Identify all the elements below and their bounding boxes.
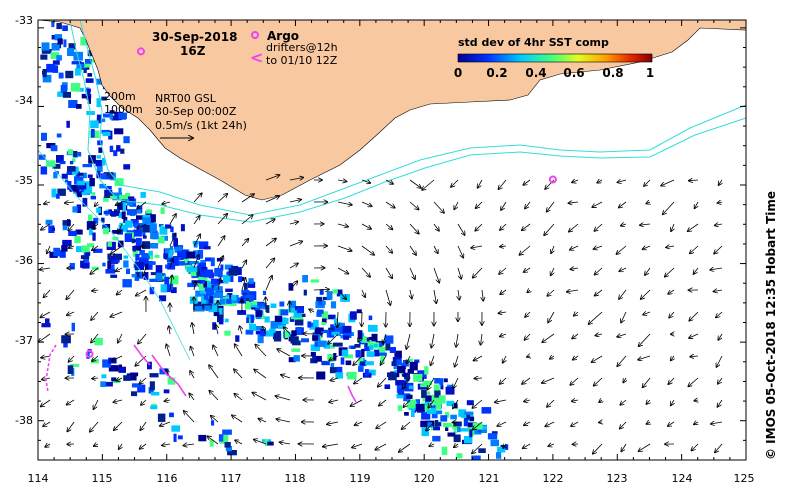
land-mass — [37, 19, 747, 201]
map-date: 30-Sep-2018 — [152, 30, 237, 44]
x-tick-label: 118 — [285, 472, 306, 485]
argo-float — [548, 175, 557, 184]
drifter-tracks — [45, 344, 357, 403]
drifter-legend-line2: to 01/10 12Z — [266, 54, 338, 67]
x-tick-label: 121 — [479, 472, 500, 485]
current-scale-label: 0.5m/s (1kt 24h) — [155, 119, 247, 132]
x-tick-label: 116 — [157, 472, 178, 485]
colorbar-title: std dev of 4hr SST comp — [458, 36, 609, 49]
colorbar-tick: 0.4 — [525, 66, 546, 80]
drifter-legend-icon: < — [250, 48, 263, 67]
argo-legend-icon — [251, 31, 259, 39]
y-tick-label: -35 — [15, 174, 33, 187]
argo-floats — [85, 47, 557, 358]
argo-legend-label: Argo — [267, 29, 299, 43]
isobath-1000m — [69, 19, 747, 223]
axis-ticks — [37, 20, 747, 461]
colorbar-tick: 0.6 — [563, 66, 584, 80]
current-time-label: 30-Sep 00:00Z — [155, 105, 237, 118]
colorbar-tick: 0.2 — [486, 66, 507, 80]
drifter-legend-line1: drifters@12h — [266, 41, 338, 54]
colorbar-tick: 0 — [454, 66, 462, 80]
x-tick-label: 114 — [28, 472, 49, 485]
current-vectors — [39, 175, 722, 454]
y-axis-labels: -33 -34 -35 -36 -37 -38 — [15, 14, 33, 427]
isobath-200m-label: 200m — [104, 90, 136, 103]
x-tick-label: 117 — [221, 472, 242, 485]
x-tick-label: 125 — [734, 472, 755, 485]
y-tick-label: -33 — [15, 14, 33, 27]
y-tick-label: -38 — [15, 414, 33, 427]
x-tick-label: 122 — [543, 472, 564, 485]
current-model-label: NRT00 GSL — [155, 92, 217, 105]
colorbar-tick: 1 — [646, 66, 654, 80]
isobath-200m — [79, 19, 747, 216]
map-time: 16Z — [180, 44, 206, 58]
y-tick-label: -36 — [15, 254, 33, 267]
x-axis-labels: 114 115 116 117 118 119 120 121 122 123 … — [28, 472, 755, 485]
x-tick-label: 124 — [672, 472, 693, 485]
sst-std-dev-layer — [39, 21, 509, 460]
y-tick-label: -37 — [15, 334, 33, 347]
colorbar-tick: 0.8 — [602, 66, 623, 80]
isobath-1000m-label: 1000m — [104, 103, 143, 116]
colorbar-ticks: 0 0.2 0.4 0.6 0.8 1 — [454, 66, 654, 80]
isobath-west-a — [37, 149, 191, 361]
x-tick-label: 123 — [607, 472, 628, 485]
credit-text: © IMOS 05-Oct-2018 12:35 Hobart Time — [764, 190, 778, 460]
x-tick-label: 115 — [92, 472, 113, 485]
argo-float — [136, 47, 145, 56]
y-tick-label: -34 — [15, 94, 33, 107]
x-tick-label: 120 — [414, 472, 435, 485]
colorbar — [457, 53, 653, 63]
x-tick-label: 119 — [350, 472, 371, 485]
argo-float — [85, 349, 94, 358]
